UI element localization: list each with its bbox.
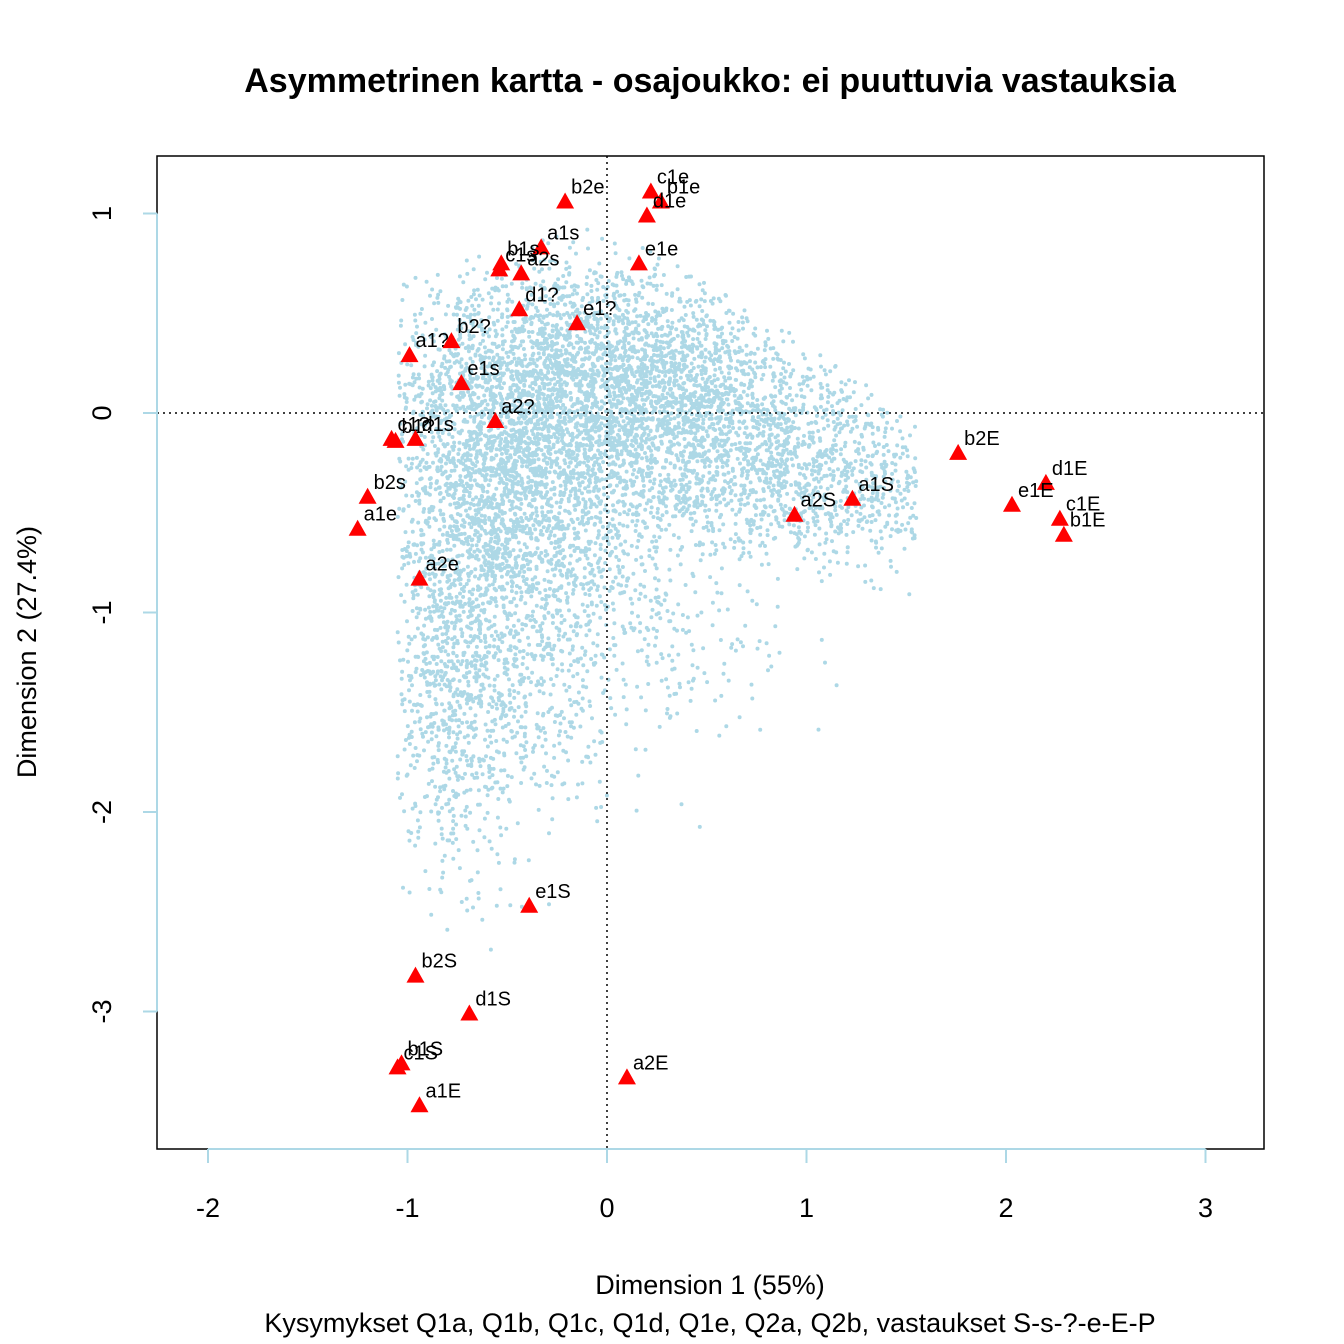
x-tick-label: 1	[799, 1193, 814, 1223]
column-point-marker	[460, 1004, 479, 1021]
column-point-label: b2s	[374, 472, 406, 494]
column-point-marker	[410, 1096, 429, 1113]
column-point-label: d1s	[421, 414, 453, 436]
column-point-marker	[490, 260, 509, 277]
column-point-label: b1S	[408, 1038, 444, 1060]
column-point-label: a1E	[425, 1080, 461, 1102]
column-point-label: a2?	[501, 396, 534, 418]
x-tick-label: 0	[599, 1193, 614, 1223]
chart-subtitle: Kysymykset Q1a, Q1b, Q1c, Q1d, Q1e, Q2a,…	[264, 1308, 1155, 1338]
reference-lines	[157, 156, 1264, 1149]
column-point-marker	[641, 182, 660, 199]
column-point-marker	[406, 966, 425, 983]
column-point-label: e1S	[535, 881, 571, 903]
column-point-label: c1S	[404, 1042, 438, 1064]
column-point-label: d1?	[525, 284, 558, 306]
plot-frame	[156, 155, 1265, 1150]
x-tick-label: -1	[395, 1193, 419, 1223]
column-point-label: a1S	[858, 474, 894, 496]
column-point-marker	[510, 300, 529, 317]
column-point-label: b2S	[421, 951, 457, 973]
column-point-label: e1E	[1018, 480, 1054, 502]
y-tick-label: -3	[87, 999, 117, 1023]
column-point-marker	[556, 192, 575, 209]
column-point-marker	[651, 192, 670, 209]
x-tick-label: 3	[1198, 1193, 1213, 1223]
y-axis: -3 -2 -1 0 1	[87, 206, 158, 1024]
column-point-marker	[532, 238, 551, 255]
column-point-marker	[1050, 509, 1069, 526]
column-point-label: b1e	[667, 177, 700, 199]
column-point-marker	[629, 254, 648, 271]
column-point-label: a1e	[364, 504, 397, 526]
row-points	[395, 227, 919, 952]
y-tick-label: 0	[87, 405, 117, 420]
column-point-marker	[949, 443, 968, 460]
column-point-marker	[1036, 473, 1055, 490]
column-point-marker	[358, 487, 377, 504]
chart-title: Asymmetrinen kartta - osajoukko: ei puut…	[244, 62, 1177, 100]
column-point-label: d1S	[475, 988, 511, 1010]
y-axis-label: Dimension 2 (27.4%)	[12, 526, 42, 778]
column-point-label: a2e	[425, 554, 458, 576]
column-point-label: c1e	[657, 167, 689, 189]
column-point-marker	[400, 346, 419, 363]
column-point-marker	[617, 1068, 636, 1085]
column-point-marker	[348, 519, 367, 536]
row-points-cloud	[395, 227, 919, 952]
column-point-marker	[520, 896, 539, 913]
column-point-label: e1e	[645, 238, 678, 260]
column-point-marker	[406, 429, 425, 446]
column-point-label: b1?	[402, 416, 435, 438]
column-point-label: d1e	[653, 190, 686, 212]
column-point-label: a2s	[527, 248, 559, 270]
y-tick-label: -1	[87, 600, 117, 624]
column-point-marker	[486, 411, 505, 428]
column-point-marker	[512, 264, 531, 281]
column-point-label: a2E	[633, 1052, 669, 1074]
column-point-label: a1s	[547, 222, 579, 244]
column-point-label: b2e	[571, 177, 604, 199]
column-point-marker	[452, 374, 471, 391]
column-point-marker	[568, 314, 587, 331]
x-axis-label: Dimension 1 (55%)	[595, 1270, 825, 1300]
column-point-label: b1s	[507, 238, 539, 260]
x-axis: -2 -1 0 1 2 3	[196, 1148, 1213, 1223]
column-point-label: c1E	[1066, 494, 1100, 516]
column-point-label: d1E	[1052, 458, 1088, 480]
column-point-marker	[442, 332, 461, 349]
column-point-marker	[410, 569, 429, 586]
column-point-marker	[388, 1058, 407, 1075]
x-tick-label: 2	[998, 1193, 1013, 1223]
x-tick-label: -2	[196, 1193, 220, 1223]
column-point-label: c1s	[505, 244, 536, 266]
column-point-label: e1?	[583, 298, 616, 320]
column-point-marker	[1002, 495, 1021, 512]
column-point-marker	[1054, 525, 1073, 542]
y-tick-label: 1	[87, 206, 117, 221]
column-point-marker	[386, 431, 405, 448]
column-point-marker	[785, 505, 804, 522]
column-point-marker	[843, 489, 862, 506]
column-point-label: b1E	[1070, 510, 1106, 532]
column-point-label: e1s	[467, 358, 499, 380]
column-point-label: b2?	[457, 316, 490, 338]
column-point-label: a2S	[801, 490, 837, 512]
column-point-marker	[637, 206, 656, 223]
column-point-label: a1?	[415, 330, 448, 352]
y-tick-label: -2	[87, 800, 117, 824]
column-point-label: c1?	[398, 414, 430, 436]
column-point-label: b2E	[964, 428, 1000, 450]
